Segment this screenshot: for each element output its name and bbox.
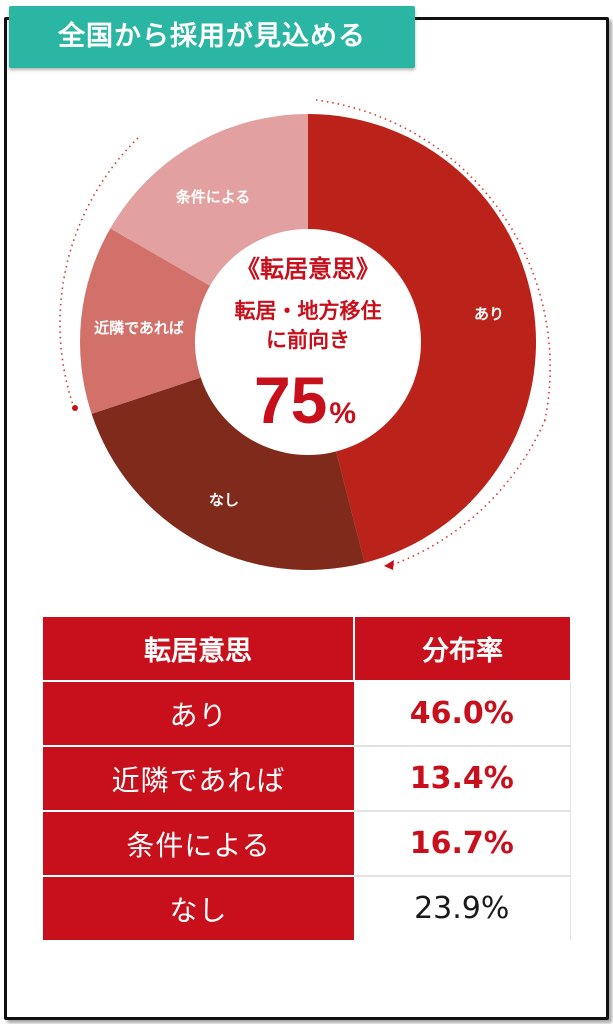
table-row: なし 23.9% (43, 876, 571, 940)
table-row-label: 近隣であれば (43, 746, 354, 812)
dotted-arc-arrowhead (384, 560, 394, 570)
slice-label-ari: あり (474, 305, 504, 323)
table-row-label: あり (43, 681, 354, 747)
dotted-arc-decoration (59, 99, 551, 570)
center-value: 75 (254, 363, 327, 437)
slice-kinrin (80, 228, 309, 414)
center-line-3: に前向き (266, 328, 350, 352)
table-header-label: 転居意思 (43, 617, 355, 682)
center-line-1: 《転居意思》 (236, 255, 380, 283)
center-percent: 75% (254, 363, 356, 437)
table-row: 条件による 16.7% (43, 811, 571, 877)
slice-label-nashi: なし (209, 491, 239, 509)
table-row-label: 条件による (43, 811, 354, 877)
center-line-2: 転居・地方移住 (235, 299, 382, 323)
dotted-arc-left (59, 137, 139, 406)
slice-ari (308, 114, 537, 563)
table-row-value: 46.0% (354, 681, 571, 747)
table-header-value: 分布率 (354, 617, 570, 682)
table-row-value: 13.4% (354, 746, 571, 812)
table-row-value: 16.7% (354, 811, 571, 877)
dotted-arc-end-dot (72, 405, 78, 411)
table-row: 近隣であれば 13.4% (43, 746, 571, 812)
table-row-value: 23.9% (354, 876, 571, 940)
distribution-table: 転居意思 分布率 あり 46.0% 近隣であれば 13.4% 条件による 16.… (43, 617, 571, 940)
center-unit: % (329, 397, 356, 430)
table-row-label: なし (43, 876, 354, 940)
slice-label-kinrin: 近隣であれば (94, 319, 184, 337)
dotted-arc-top (315, 99, 551, 421)
table-row: あり 46.0% (43, 681, 571, 747)
donut-hole (195, 229, 421, 455)
slice-label-jouken: 条件による (175, 188, 251, 206)
header-title: 全国から採用が見込める (9, 6, 415, 68)
table-header-row: 転居意思 分布率 (43, 617, 570, 682)
